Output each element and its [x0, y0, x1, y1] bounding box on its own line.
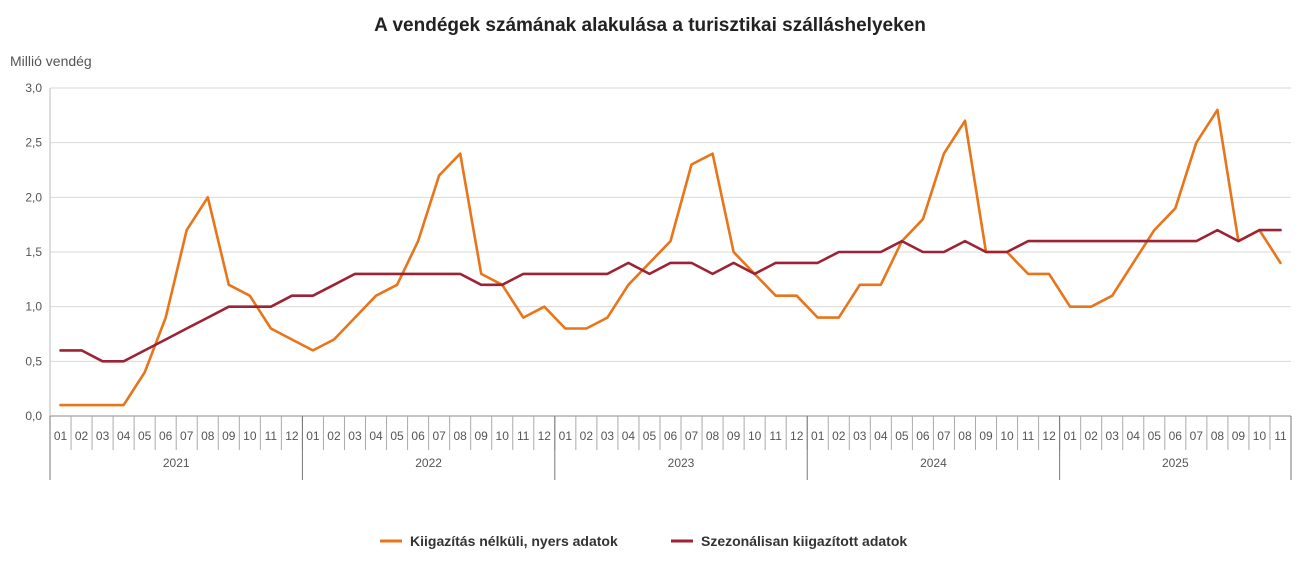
y-tick-label: 1,5: [25, 245, 42, 259]
x-tick-label: 06: [411, 429, 425, 443]
x-tick-label: 01: [306, 429, 320, 443]
x-tick-label: 02: [75, 429, 89, 443]
x-tick-label: 11: [265, 429, 278, 443]
x-tick-label: 10: [748, 429, 762, 443]
y-axis-label: Millió vendég: [10, 53, 92, 69]
x-tick-label: 09: [222, 429, 236, 443]
x-tick-label: 03: [96, 429, 110, 443]
x-tick-label: 02: [580, 429, 594, 443]
year-label: 2022: [415, 456, 442, 470]
y-tick-label: 1,0: [25, 300, 42, 314]
x-tick-label: 09: [1232, 429, 1246, 443]
year-label: 2024: [920, 456, 947, 470]
x-tick-label: 01: [1063, 429, 1077, 443]
x-tick-label: 03: [601, 429, 615, 443]
series-lines: [59, 108, 1282, 407]
year-label: 2021: [163, 456, 190, 470]
series-line-seasonally-adjusted: [59, 228, 1282, 363]
y-tick-label: 0,5: [25, 354, 42, 368]
x-tick-label: 10: [496, 429, 510, 443]
gridlines: [49, 87, 1291, 417]
x-tick-label: 12: [285, 429, 299, 443]
x-tick-label: 09: [727, 429, 741, 443]
legend: Kiigazítás nélküli, nyers adatok Szezonál…: [380, 533, 907, 549]
x-tick-label: 09: [475, 429, 489, 443]
x-tick-label: 07: [432, 429, 446, 443]
y-tick-label: 3,0: [25, 81, 42, 95]
x-tick-label: 03: [348, 429, 362, 443]
x-tick-label: 02: [832, 429, 846, 443]
x-tick-label: 04: [622, 429, 636, 443]
x-tick-label: 11: [769, 429, 782, 443]
x-tick-label: 08: [453, 429, 467, 443]
x-tick-label: 12: [1042, 429, 1056, 443]
year-label: 2025: [1162, 456, 1189, 470]
x-tick-label: 11: [1022, 429, 1035, 443]
x-tick-label: 09: [979, 429, 993, 443]
y-tick-label: 2,0: [25, 190, 42, 204]
x-tick-label: 01: [559, 429, 573, 443]
x-tick-label: 06: [159, 429, 173, 443]
x-tick-label: 07: [180, 429, 194, 443]
y-tick-label: 2,5: [25, 136, 42, 150]
x-axis: 01 02 03 04 05 06 07 08 09 10 11 12 01 02 03 04 05 06 07 08…: [49, 416, 1292, 480]
x-tick-label: 05: [1148, 429, 1162, 443]
x-tick-label: 08: [958, 429, 972, 443]
x-tick-label: 06: [916, 429, 930, 443]
x-tick-label: 04: [117, 429, 131, 443]
x-tick-label: 11: [517, 429, 530, 443]
legend-label: Kiigazítás nélküli, nyers adatok: [410, 533, 618, 549]
x-tick-label: 08: [201, 429, 215, 443]
y-tick-label: 0,0: [25, 409, 42, 423]
x-tick-label: 02: [1084, 429, 1098, 443]
x-tick-label: 10: [1253, 429, 1267, 443]
legend-label: Szezonálisan kiigazított adatok: [701, 533, 907, 549]
x-tick-label: 11: [1274, 429, 1287, 443]
x-tick-label: 05: [643, 429, 657, 443]
y-axis-ticks: 0,0 0,5 1,0 1,5 2,0 2,5 3,0: [25, 81, 42, 423]
x-tick-label: 12: [538, 429, 552, 443]
x-tick-label: 05: [895, 429, 909, 443]
x-tick-label: 08: [706, 429, 720, 443]
x-tick-label: 07: [685, 429, 699, 443]
x-tick-label: 04: [1127, 429, 1141, 443]
x-tick-label: 03: [853, 429, 867, 443]
x-tick-label: 01: [54, 429, 68, 443]
x-tick-label: 06: [1169, 429, 1183, 443]
x-tick-label: 02: [327, 429, 341, 443]
x-tick-label: 04: [874, 429, 888, 443]
x-tick-label: 08: [1211, 429, 1225, 443]
x-tick-label: 12: [790, 429, 804, 443]
x-tick-label: 06: [664, 429, 678, 443]
x-tick-label: 07: [1190, 429, 1204, 443]
x-tick-label: 01: [811, 429, 825, 443]
x-tick-label: 03: [1106, 429, 1120, 443]
year-label: 2023: [668, 456, 695, 470]
chart-title: A vendégek számának alakulása a turiszti…: [374, 15, 926, 36]
x-tick-label: 10: [1000, 429, 1014, 443]
x-tick-label: 07: [937, 429, 951, 443]
x-tick-label: 05: [138, 429, 152, 443]
x-tick-label: 04: [369, 429, 383, 443]
x-tick-label: 10: [243, 429, 257, 443]
x-tick-label: 05: [390, 429, 404, 443]
series-line-raw: [59, 108, 1282, 407]
